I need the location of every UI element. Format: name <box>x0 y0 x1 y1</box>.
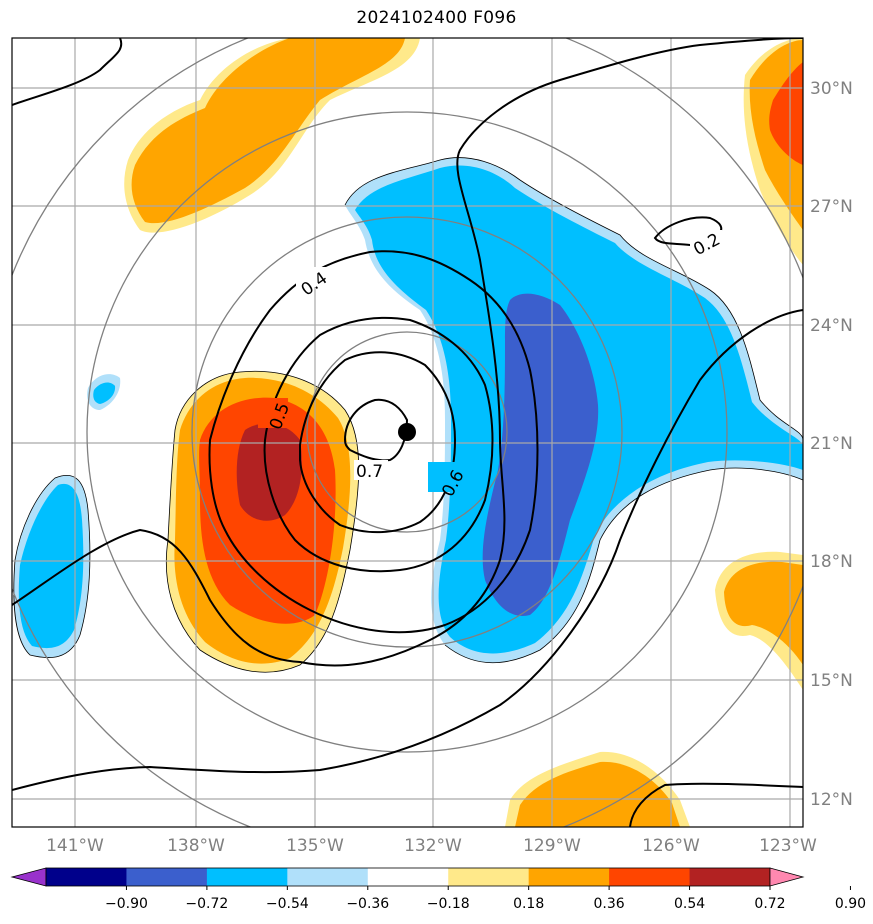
contour-label-07: 0.7 <box>356 462 383 482</box>
map-title: 2024102400 F096 <box>356 8 517 28</box>
colorbar-tick-label: 0.90 <box>835 896 866 912</box>
latitude-labels: 30°N 27°N 24°N 21°N 18°N 15°N 12°N <box>810 79 853 810</box>
colorbar-extend-high <box>769 867 805 887</box>
range-rings <box>12 38 803 827</box>
graticule <box>12 38 803 827</box>
lon-label: 141°W <box>46 836 104 856</box>
lon-label: 126°W <box>642 836 700 856</box>
colorbar-tick-label: −0.72 <box>185 896 228 912</box>
plot-frame <box>11 37 804 828</box>
colorbar-segment <box>287 868 369 886</box>
lon-label: 138°W <box>167 836 225 856</box>
lat-label: 18°N <box>810 552 853 572</box>
colorbar-tick-label: −0.36 <box>346 896 389 912</box>
lat-label: 24°N <box>810 316 853 336</box>
longitude-labels: 141°W 138°W 135°W 132°W 129°W 126°W 123°… <box>46 836 817 856</box>
colorbar-tick-label: −0.90 <box>105 896 148 912</box>
colorbar-segment <box>206 868 288 886</box>
negative-shading <box>13 157 803 663</box>
lat-label: 15°N <box>810 671 853 691</box>
lon-label: 123°W <box>759 836 817 856</box>
colorbar: −0.90 −0.72 −0.54 −0.36 −0.18 0.18 0.36 0.54 0.7… <box>10 867 866 912</box>
colorbar-tick-label: 0.54 <box>674 896 705 912</box>
lon-label: 135°W <box>286 836 344 856</box>
colorbar-tick-label: −0.18 <box>427 896 470 912</box>
lat-label: 27°N <box>810 197 853 217</box>
lat-label: 12°N <box>810 790 853 810</box>
colorbar-tick-label: 0.36 <box>594 896 625 912</box>
colorbar-segment <box>689 868 771 886</box>
shading-outlines <box>13 157 803 673</box>
colorbar-segment <box>126 868 208 886</box>
colorbar-segment <box>609 868 691 886</box>
lat-label: 30°N <box>810 79 853 99</box>
colorbar-extend-low <box>10 867 47 887</box>
colorbar-segment <box>448 868 530 886</box>
colorbar-segment <box>46 868 127 886</box>
lon-label: 132°W <box>404 836 462 856</box>
colorbar-segment <box>528 868 610 886</box>
colorbar-tick-label: −0.54 <box>266 896 309 912</box>
lon-label: 129°W <box>523 836 581 856</box>
colorbar-segment <box>367 868 449 886</box>
map-plot-area: 0.2 0.4 0.5 0.6 0.7 <box>12 38 803 827</box>
lat-label: 21°N <box>810 434 853 454</box>
colorbar-tick-label: 0.18 <box>513 896 544 912</box>
storm-center-marker <box>398 423 416 441</box>
colorbar-tick-label: 0.72 <box>754 896 785 912</box>
